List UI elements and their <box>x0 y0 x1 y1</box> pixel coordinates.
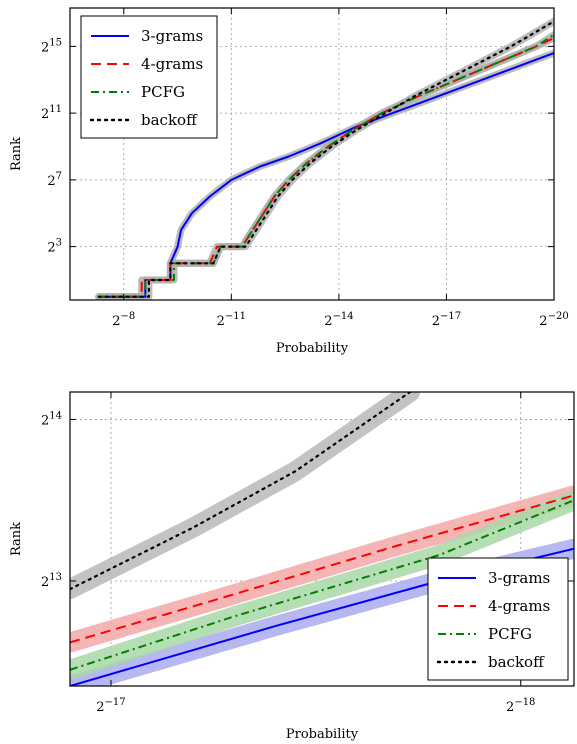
legend-label: 3-grams <box>141 27 203 45</box>
x-tick-label: 2−8 <box>112 311 135 329</box>
y-tick-label: 27 <box>47 171 62 189</box>
plot-area <box>70 392 574 686</box>
chart-1: Probability Rank 3-grams 4-grams PCFG backoff <box>9 7 555 356</box>
x-tick-label: 2−11 <box>217 311 246 329</box>
plot-frame <box>69 7 555 301</box>
legend: 3-grams 4-grams PCFG backoff <box>80 15 218 139</box>
series-line-4-grams <box>70 494 574 644</box>
x-tick-label: 2−17 <box>96 697 125 715</box>
legend-label: 4-grams <box>141 55 203 73</box>
chart-2: Probability Rank 3-grams 4-grams PCFG backoff <box>9 391 575 742</box>
legend-label: backoff <box>141 111 198 129</box>
x-tick-label: 2−20 <box>539 311 568 329</box>
x-axis-label: Probability <box>286 727 359 742</box>
y-tick-label: 211 <box>41 104 62 122</box>
legend-label: 4-grams <box>488 597 550 615</box>
y-tick-label: 23 <box>47 238 62 256</box>
series-line-backoff <box>70 392 412 591</box>
x-axis-label: Probability <box>276 341 349 356</box>
legend-label: 3-grams <box>488 569 550 587</box>
y-axis-label: Rank <box>9 522 24 556</box>
legend: 3-grams 4-grams PCFG backoff <box>427 557 569 681</box>
legend-label: PCFG <box>141 83 185 101</box>
legend-label: backoff <box>488 653 545 671</box>
x-tick-label: 2−14 <box>324 311 353 329</box>
x-tick-label: 2−17 <box>432 311 461 329</box>
x-tick-label: 2−18 <box>506 697 535 715</box>
series-line-backoff <box>97 20 554 298</box>
series-band-PCFG <box>70 490 574 680</box>
plot-frame <box>69 391 575 687</box>
legend-label: PCFG <box>488 625 532 643</box>
y-tick-label: 213 <box>41 572 62 590</box>
y-tick-label: 214 <box>41 410 62 428</box>
plot-area <box>95 17 554 300</box>
series-line-PCFG <box>98 33 554 298</box>
y-axis-label: Rank <box>9 137 24 171</box>
y-tick-label: 215 <box>41 37 62 55</box>
